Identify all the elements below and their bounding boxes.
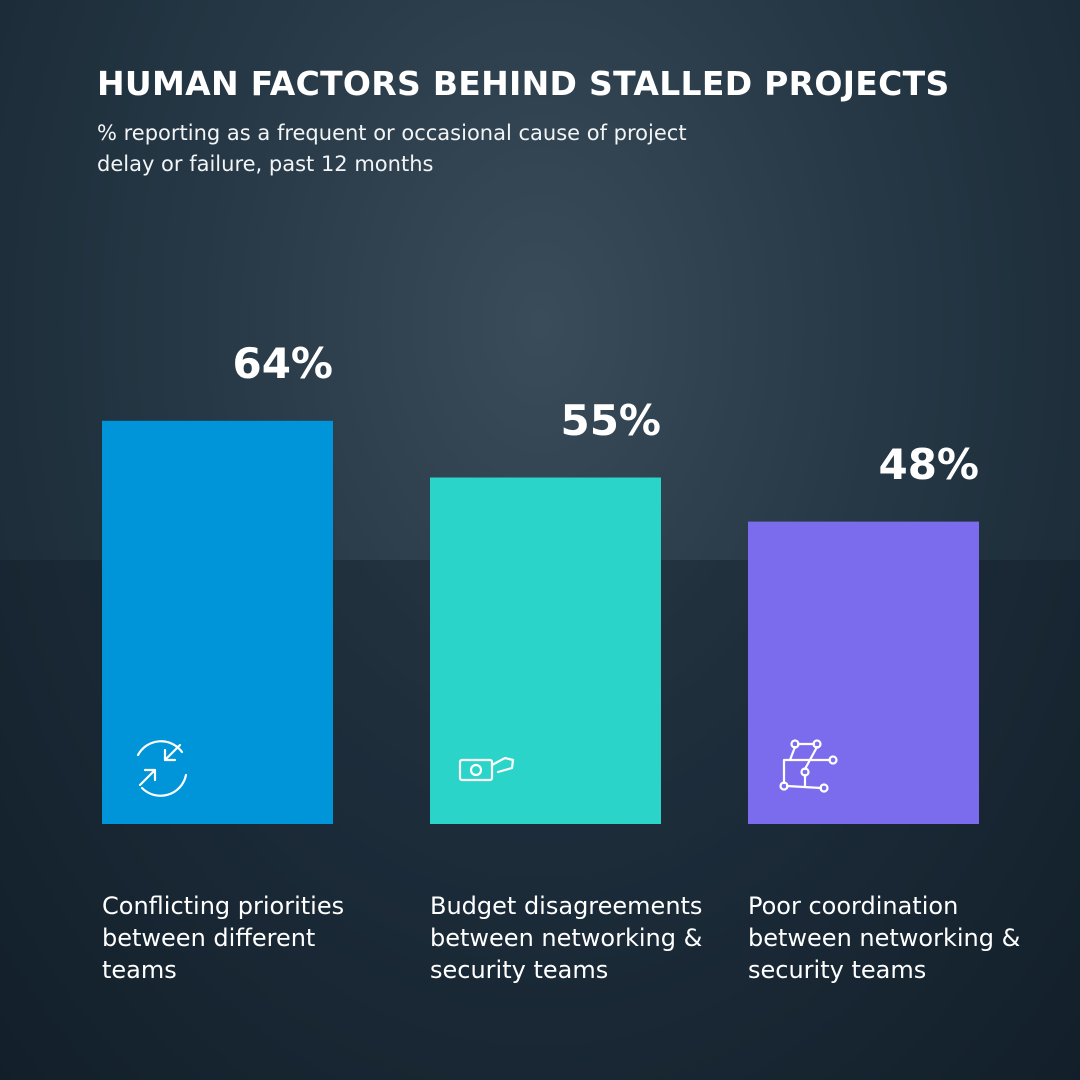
category-label: Budget disagreements between networking …: [430, 892, 703, 984]
value-label: 55%: [560, 395, 661, 445]
category-label: Conflicting priorities between different…: [102, 892, 345, 984]
sync-icon: [136, 740, 188, 797]
bar: [102, 420, 333, 824]
money-icon: [458, 756, 515, 782]
category-label: Poor coordination between networking & s…: [748, 892, 1021, 984]
chart-title: HUMAN FACTORS BEHIND STALLED PROJECTS: [97, 64, 950, 103]
value-label: 48%: [878, 439, 979, 489]
chart-subtitle: % reporting as a frequent or occasional …: [97, 121, 687, 176]
network-icon: [779, 739, 838, 793]
bar: [430, 477, 661, 824]
bar: [748, 521, 979, 824]
value-label: 64%: [232, 338, 333, 388]
